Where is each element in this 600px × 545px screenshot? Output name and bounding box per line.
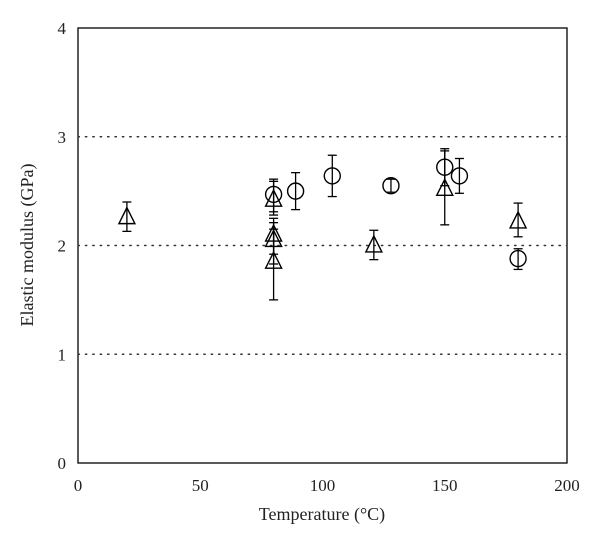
error-bar (513, 202, 523, 238)
circle-marker (382, 176, 400, 195)
circle-marker (286, 182, 305, 200)
triangle-marker (435, 177, 454, 197)
y-tick-label: 3 (58, 128, 67, 147)
axis-ticks: 0 50 100 150 200 0 1 2 3 4 (58, 19, 580, 495)
y-tick-label: 2 (58, 237, 67, 256)
x-tick-label: 0 (74, 476, 83, 495)
x-tick-label: 200 (554, 476, 580, 495)
triangle-marker (117, 206, 137, 225)
error-bars (122, 148, 523, 301)
triangle-marker (364, 234, 383, 253)
x-tick-label: 100 (310, 476, 336, 495)
x-axis-title: Temperature (°C) (259, 504, 385, 525)
triangle-marker (508, 210, 528, 229)
circle-marker (323, 167, 341, 185)
y-tick-label: 4 (58, 19, 67, 38)
circle-marker (450, 167, 469, 185)
error-bar (327, 154, 337, 198)
error-bar (291, 171, 301, 211)
error-bar (386, 178, 396, 193)
x-tick-label: 150 (432, 476, 458, 495)
circle-marker (509, 249, 527, 268)
circle-marker (436, 158, 454, 176)
grid-lines (77, 136, 568, 355)
data-markers (117, 158, 528, 269)
error-bar (454, 157, 464, 194)
circle-marker (264, 185, 283, 204)
triangle-marker (264, 188, 283, 207)
triangle-marker (264, 250, 283, 269)
y-tick-label: 0 (58, 454, 67, 473)
y-axis-title: Elastic modulus (GPa) (17, 164, 38, 327)
triangle-marker (264, 228, 283, 248)
x-tick-label: 50 (192, 476, 209, 495)
y-tick-label: 1 (58, 345, 67, 364)
triangle-marker (264, 223, 283, 242)
